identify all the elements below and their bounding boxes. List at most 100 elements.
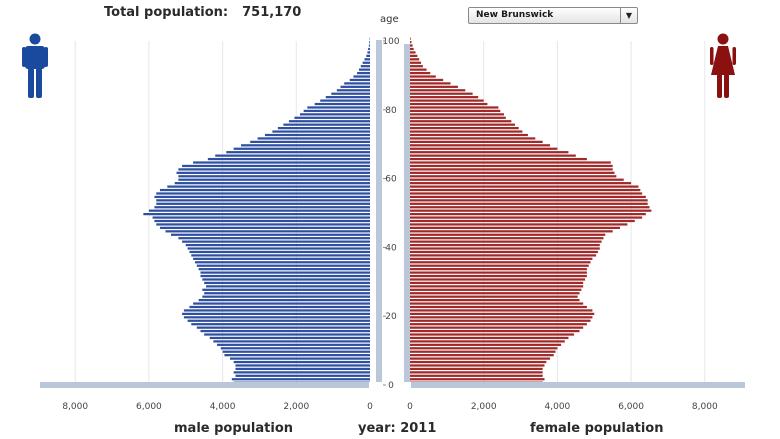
year-label: year: 2011 [358, 421, 437, 436]
female-bar [410, 92, 473, 95]
male-bar [156, 199, 370, 202]
male-bar [187, 247, 370, 250]
female-bar [410, 54, 418, 57]
female-bar [410, 309, 593, 312]
female-axis-tick-label: 8,000 [692, 402, 718, 412]
chevron-down-icon[interactable]: ▼ [620, 8, 637, 23]
female-axis-tick-label: 2,000 [471, 402, 497, 412]
male-bar [204, 281, 370, 285]
female-bar [410, 261, 591, 264]
age-scroll-track-right [404, 44, 410, 384]
male-bar [183, 316, 370, 319]
male-person-icon [22, 33, 48, 98]
female-bar [410, 209, 652, 212]
male-bar [349, 78, 370, 82]
female-bar [410, 202, 648, 205]
male-bar [204, 292, 370, 295]
age-tick-label: 80 [385, 106, 397, 116]
male-bar [235, 374, 370, 377]
male-bar [220, 347, 370, 350]
female-bar [410, 233, 606, 236]
male-bar [178, 175, 370, 178]
male-bar [257, 137, 370, 140]
female-bar [410, 292, 580, 295]
male-bar [159, 188, 370, 192]
female-bar [410, 371, 543, 374]
total-population: Total population: 751,170 [104, 5, 301, 20]
female-bar [410, 360, 547, 364]
male-bar [233, 147, 370, 150]
male-bar [154, 195, 370, 199]
female-bar [410, 78, 444, 82]
male-bar [307, 106, 370, 109]
male-bar [202, 278, 370, 281]
female-bar [410, 127, 519, 130]
female-bar [410, 230, 613, 233]
male-bar [360, 65, 370, 68]
female-bar [410, 192, 643, 195]
male-bar [196, 326, 370, 329]
female-bar [410, 188, 641, 192]
female-bar [410, 171, 615, 174]
male-bar [235, 367, 370, 371]
male-bar [233, 360, 370, 364]
female-bar [410, 41, 412, 44]
male-bar [171, 233, 370, 236]
male-axis-tick-label: 4,000 [210, 402, 236, 412]
female-bar [410, 85, 458, 88]
female-bar [410, 268, 587, 271]
female-bar [410, 102, 488, 106]
female-bar [410, 154, 576, 157]
female-axis-tick-label: 4,000 [545, 402, 571, 412]
male-bar [165, 230, 370, 233]
female-bar [410, 250, 598, 254]
female-bar [410, 68, 427, 71]
female-bar [410, 206, 650, 209]
female-bar [410, 281, 584, 285]
male-bar [194, 261, 370, 264]
male-bar [235, 364, 370, 367]
region-select[interactable]: New Brunswick ▼ [468, 7, 638, 24]
male-bar [185, 243, 370, 247]
female-bar [410, 123, 516, 126]
male-bar [156, 223, 370, 226]
male-bar [189, 250, 370, 254]
male-bar [299, 113, 370, 116]
female-bar [410, 116, 506, 119]
female-bar [410, 109, 501, 113]
male-bar [182, 312, 370, 315]
female-bar [410, 44, 413, 47]
female-bar [410, 99, 484, 102]
male-bar [207, 157, 370, 161]
age-axis-title: age [380, 14, 399, 25]
male-bar [209, 336, 370, 340]
male-bar [193, 257, 370, 260]
female-bar [410, 278, 586, 281]
female-bar [410, 350, 556, 353]
female-bar [410, 185, 639, 188]
female-bar [410, 137, 536, 140]
male-bar [200, 274, 370, 278]
female-bar [410, 133, 528, 137]
female-bar [410, 157, 587, 161]
male-bar [200, 329, 370, 333]
male-bar [314, 102, 370, 106]
male-bar [331, 92, 370, 95]
male-bar [320, 99, 370, 102]
female-bar [410, 343, 562, 346]
female-bar [410, 374, 543, 377]
female-bar [410, 254, 597, 257]
female-bar [410, 199, 648, 202]
female-bar [410, 329, 580, 333]
male-bar [154, 219, 370, 223]
female-bar [410, 213, 646, 216]
female-bar [410, 243, 600, 247]
male-bar [344, 82, 370, 85]
male-bar [156, 192, 370, 195]
female-bar [410, 113, 504, 116]
male-bar [202, 295, 370, 298]
age-tick-label: 0 [388, 381, 394, 391]
male-bar [367, 51, 370, 54]
male-bar [187, 319, 370, 322]
